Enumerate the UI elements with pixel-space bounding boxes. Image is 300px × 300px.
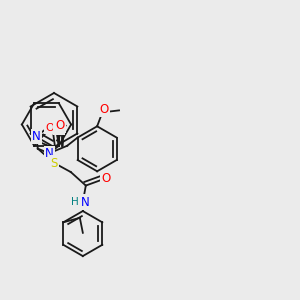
Text: N: N (81, 196, 90, 208)
Text: S: S (51, 157, 58, 169)
Text: H: H (70, 197, 78, 207)
Text: O: O (54, 121, 63, 134)
Text: N: N (45, 147, 53, 160)
Text: O: O (55, 119, 64, 132)
Text: O: O (101, 172, 110, 185)
Text: O: O (45, 123, 54, 133)
Text: O: O (99, 103, 109, 116)
Text: N: N (32, 130, 40, 143)
